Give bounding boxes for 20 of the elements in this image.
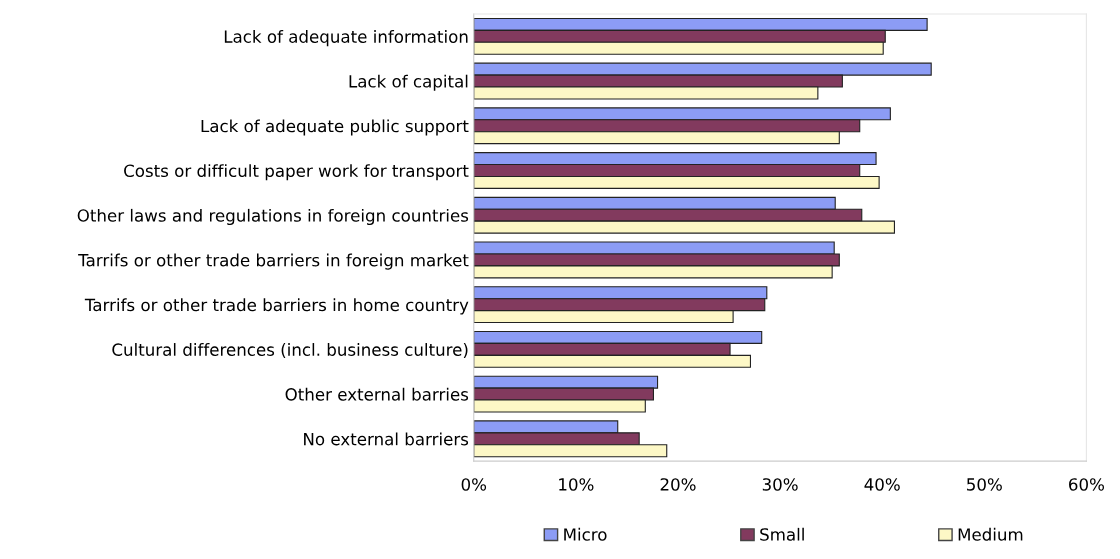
y-tick-label: Lack of adequate public support [201, 119, 469, 136]
x-tick-label: 40% [864, 478, 900, 491]
y-tick-label: Cultural differences (incl. business culture) [112, 343, 468, 358]
y-tick-label: Lack of adequate information [224, 30, 468, 47]
y-tick-label: Tarrifs or other trade barriers in foreign market [78, 253, 469, 270]
y-tick-label: Other external barries [285, 387, 469, 401]
x-tick-label: 20% [660, 478, 696, 491]
y-tick-label: Tarrifs or other trade barriers in home country [84, 298, 469, 315]
y-tick-label: No external barriers [304, 432, 469, 446]
y-tick-label: Other laws and regulations in foreign countries [77, 208, 469, 226]
x-tick-label: 50% [967, 478, 1002, 491]
x-tick-label: 0% [461, 478, 487, 491]
legend-label: Micro [564, 527, 607, 541]
x-tick-label: 60% [1069, 478, 1104, 491]
y-tick-label: Costs or difficult paper work for transport [124, 164, 469, 181]
legend-label: Small [760, 527, 804, 541]
legend-label: Medium [958, 527, 1023, 541]
x-tick-label: 30% [762, 478, 798, 491]
x-tick-label: 10% [559, 478, 594, 491]
y-tick-label: Lack of capital [349, 74, 468, 91]
